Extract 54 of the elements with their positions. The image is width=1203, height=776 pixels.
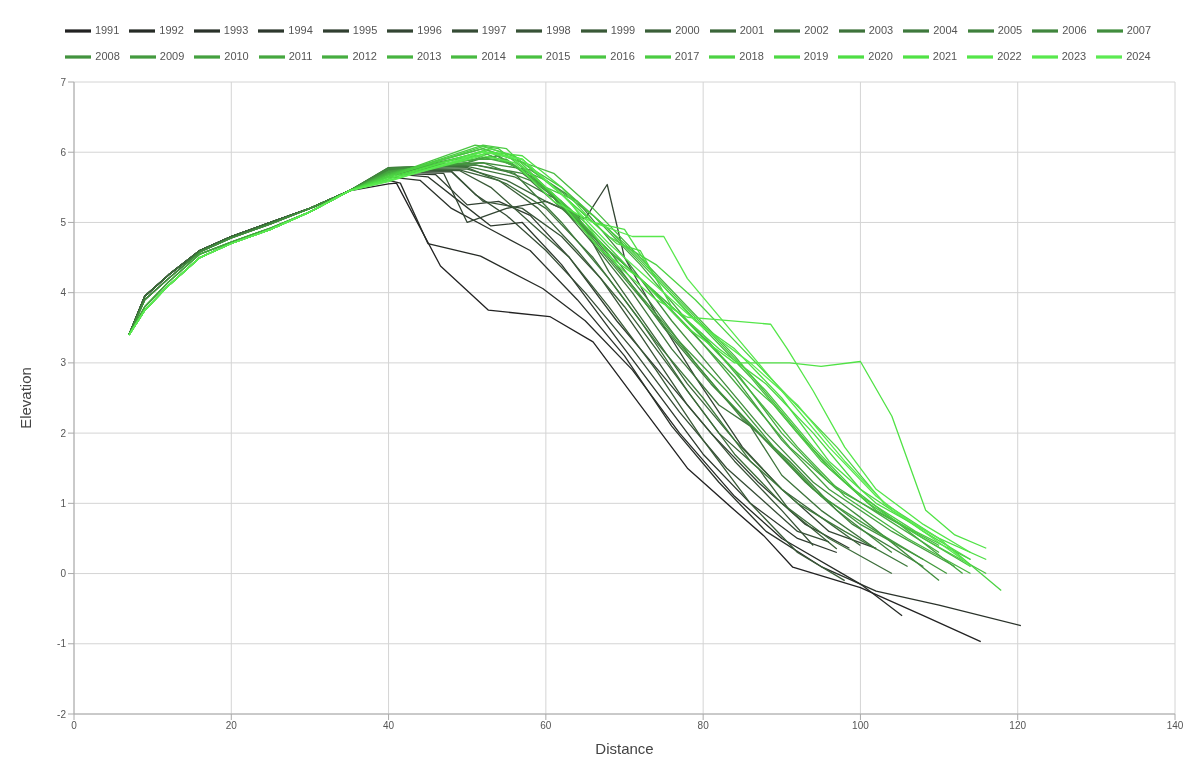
legend-label: 2009 bbox=[159, 49, 185, 62]
y-tick-label: 0 bbox=[60, 568, 67, 580]
x-tick-label: 140 bbox=[1166, 720, 1184, 732]
x-tick-label: 100 bbox=[852, 720, 870, 732]
legend-label: 2014 bbox=[481, 49, 506, 62]
legend-label: 1994 bbox=[288, 23, 313, 36]
y-tick-label: 2 bbox=[60, 427, 67, 439]
legend-label: 2016 bbox=[610, 49, 635, 62]
legend-label: 2022 bbox=[997, 49, 1022, 62]
legend-label: 1992 bbox=[159, 23, 184, 36]
y-tick-label: 4 bbox=[60, 287, 67, 299]
x-axis-title: Distance bbox=[595, 740, 654, 757]
legend-label: 2010 bbox=[224, 49, 249, 62]
legend-label: 2018 bbox=[739, 49, 764, 62]
legend-label: 2004 bbox=[933, 23, 958, 36]
y-tick-label: 3 bbox=[60, 357, 67, 369]
legend-label: 2023 bbox=[1061, 49, 1087, 62]
legend-label: 2013 bbox=[416, 49, 442, 62]
legend-label: 2000 bbox=[675, 23, 700, 36]
legend-label: 2015 bbox=[545, 49, 571, 62]
y-tick-label: 5 bbox=[60, 216, 67, 228]
y-tick-label: -2 bbox=[57, 708, 67, 720]
y-tick-label: 1 bbox=[60, 497, 67, 509]
x-tick-label: 0 bbox=[71, 720, 78, 732]
legend-label: 1999 bbox=[610, 23, 636, 36]
legend-label: 1995 bbox=[352, 23, 378, 36]
legend-label: 2017 bbox=[674, 49, 700, 62]
legend-label: 2007 bbox=[1126, 23, 1152, 36]
y-tick-label: -1 bbox=[57, 638, 67, 650]
y-tick-label: 6 bbox=[60, 146, 67, 158]
legend-label: 2019 bbox=[803, 49, 829, 62]
x-tick-label: 20 bbox=[225, 720, 238, 732]
y-tick-label: 7 bbox=[60, 76, 67, 88]
legend-label: 2011 bbox=[288, 49, 313, 62]
legend-label: 2020 bbox=[868, 49, 893, 62]
legend-label: 2021 bbox=[932, 49, 958, 62]
legend-label: 2001 bbox=[739, 23, 765, 36]
legend-label: 2006 bbox=[1062, 23, 1087, 36]
x-tick-label: 80 bbox=[697, 720, 710, 732]
legend-label: 1993 bbox=[223, 23, 249, 36]
legend-label: 1996 bbox=[417, 23, 442, 36]
legend-label: 1998 bbox=[546, 23, 571, 36]
legend-label: 2012 bbox=[352, 49, 377, 62]
x-tick-label: 40 bbox=[383, 720, 395, 732]
legend-label: 2002 bbox=[804, 23, 829, 36]
legend-label: 1991 bbox=[94, 23, 120, 36]
legend-label: 2008 bbox=[95, 49, 120, 62]
legend-label: 2024 bbox=[1126, 49, 1151, 62]
x-tick-label: 120 bbox=[1009, 720, 1027, 732]
x-tick-label: 60 bbox=[540, 720, 552, 732]
y-axis-title: Elevation bbox=[17, 367, 35, 429]
legend-label: 2005 bbox=[997, 23, 1023, 36]
legend-label: 1997 bbox=[481, 23, 507, 36]
legend-label: 2003 bbox=[868, 23, 894, 36]
